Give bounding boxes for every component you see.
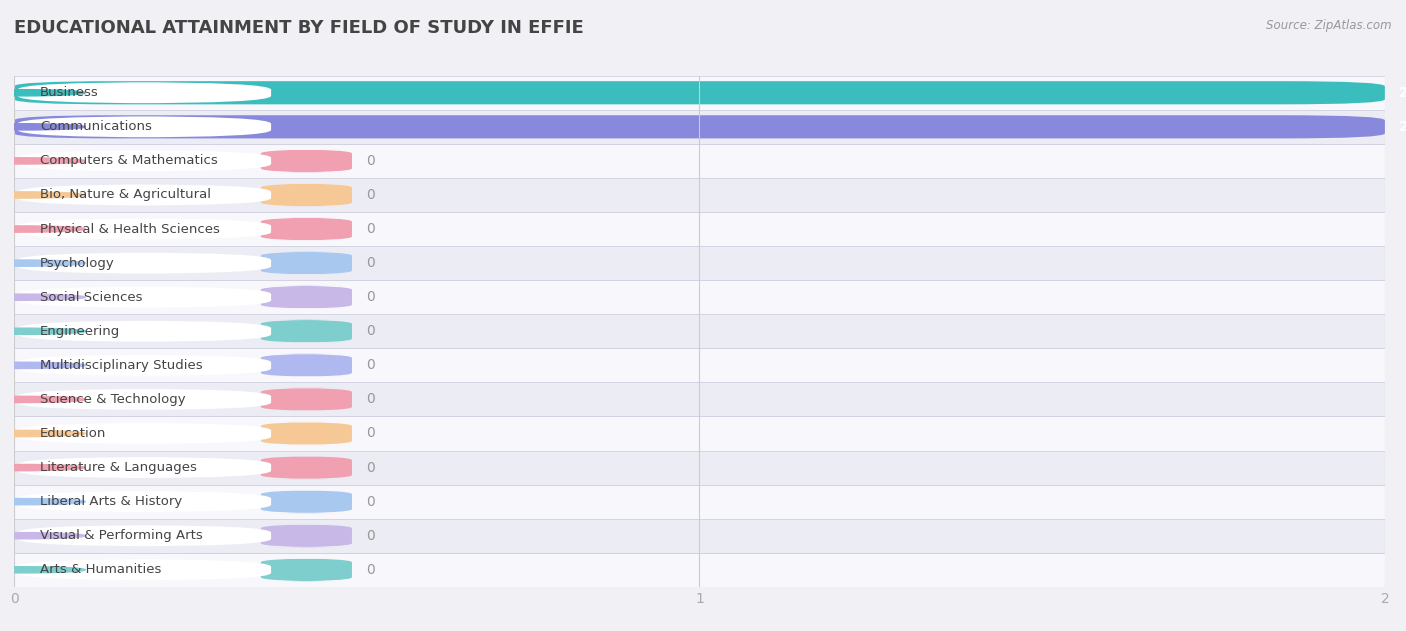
- FancyBboxPatch shape: [262, 218, 352, 240]
- FancyBboxPatch shape: [17, 355, 271, 376]
- FancyBboxPatch shape: [262, 558, 352, 581]
- Circle shape: [0, 124, 86, 130]
- Circle shape: [0, 430, 86, 437]
- FancyBboxPatch shape: [262, 354, 352, 377]
- Text: EDUCATIONAL ATTAINMENT BY FIELD OF STUDY IN EFFIE: EDUCATIONAL ATTAINMENT BY FIELD OF STUDY…: [14, 19, 583, 37]
- Bar: [14, 348, 1385, 382]
- Text: Communications: Communications: [41, 121, 152, 133]
- Text: Business: Business: [41, 86, 98, 99]
- Text: 2: 2: [1399, 86, 1406, 100]
- FancyBboxPatch shape: [17, 389, 271, 410]
- Bar: [14, 212, 1385, 246]
- Text: 0: 0: [366, 154, 374, 168]
- FancyBboxPatch shape: [262, 320, 352, 343]
- Text: 0: 0: [366, 427, 374, 440]
- Bar: [14, 110, 1385, 144]
- FancyBboxPatch shape: [17, 321, 271, 342]
- Text: 0: 0: [366, 461, 374, 475]
- FancyBboxPatch shape: [262, 150, 352, 172]
- FancyBboxPatch shape: [17, 252, 271, 274]
- Text: 0: 0: [366, 188, 374, 202]
- FancyBboxPatch shape: [262, 388, 352, 411]
- FancyBboxPatch shape: [17, 150, 271, 172]
- Text: Physical & Health Sciences: Physical & Health Sciences: [41, 223, 219, 235]
- FancyBboxPatch shape: [17, 82, 271, 103]
- Circle shape: [0, 192, 86, 198]
- Text: Visual & Performing Arts: Visual & Performing Arts: [41, 529, 202, 542]
- Text: 0: 0: [366, 392, 374, 406]
- FancyBboxPatch shape: [262, 456, 352, 479]
- Text: 0: 0: [366, 358, 374, 372]
- FancyBboxPatch shape: [17, 559, 271, 581]
- Circle shape: [0, 464, 86, 471]
- Text: Engineering: Engineering: [41, 325, 121, 338]
- Circle shape: [0, 158, 86, 164]
- FancyBboxPatch shape: [17, 525, 271, 546]
- Bar: [14, 451, 1385, 485]
- Text: Psychology: Psychology: [41, 257, 115, 269]
- Circle shape: [0, 90, 86, 96]
- Text: Literature & Languages: Literature & Languages: [41, 461, 197, 474]
- Text: 0: 0: [366, 324, 374, 338]
- Bar: [14, 178, 1385, 212]
- Circle shape: [0, 362, 86, 369]
- Bar: [14, 76, 1385, 110]
- Text: 0: 0: [366, 290, 374, 304]
- FancyBboxPatch shape: [17, 116, 271, 138]
- Bar: [14, 144, 1385, 178]
- Bar: [14, 382, 1385, 416]
- Circle shape: [0, 294, 86, 300]
- FancyBboxPatch shape: [14, 115, 1385, 138]
- Bar: [14, 280, 1385, 314]
- FancyBboxPatch shape: [14, 81, 1385, 104]
- Text: Liberal Arts & History: Liberal Arts & History: [41, 495, 183, 508]
- FancyBboxPatch shape: [17, 218, 271, 240]
- FancyBboxPatch shape: [17, 491, 271, 512]
- Text: 2: 2: [1399, 120, 1406, 134]
- Bar: [14, 519, 1385, 553]
- Text: 0: 0: [366, 495, 374, 509]
- Text: 0: 0: [366, 256, 374, 270]
- FancyBboxPatch shape: [17, 457, 271, 478]
- Bar: [14, 246, 1385, 280]
- Text: 0: 0: [366, 563, 374, 577]
- Circle shape: [0, 498, 86, 505]
- FancyBboxPatch shape: [262, 490, 352, 513]
- FancyBboxPatch shape: [262, 184, 352, 206]
- Text: Computers & Mathematics: Computers & Mathematics: [41, 155, 218, 167]
- Circle shape: [0, 567, 86, 573]
- Text: Bio, Nature & Agricultural: Bio, Nature & Agricultural: [41, 189, 211, 201]
- FancyBboxPatch shape: [262, 286, 352, 309]
- Circle shape: [0, 226, 86, 232]
- Circle shape: [0, 396, 86, 403]
- Text: Arts & Humanities: Arts & Humanities: [41, 563, 162, 576]
- Bar: [14, 485, 1385, 519]
- Bar: [14, 553, 1385, 587]
- Circle shape: [0, 260, 86, 266]
- Text: 0: 0: [366, 529, 374, 543]
- Text: Source: ZipAtlas.com: Source: ZipAtlas.com: [1267, 19, 1392, 32]
- Circle shape: [0, 328, 86, 334]
- FancyBboxPatch shape: [262, 524, 352, 547]
- FancyBboxPatch shape: [262, 252, 352, 274]
- FancyBboxPatch shape: [17, 286, 271, 308]
- Text: Science & Technology: Science & Technology: [41, 393, 186, 406]
- FancyBboxPatch shape: [17, 423, 271, 444]
- FancyBboxPatch shape: [262, 422, 352, 445]
- Circle shape: [0, 533, 86, 539]
- Text: Multidisciplinary Studies: Multidisciplinary Studies: [41, 359, 202, 372]
- FancyBboxPatch shape: [17, 184, 271, 206]
- Bar: [14, 314, 1385, 348]
- Text: Education: Education: [41, 427, 107, 440]
- Text: 0: 0: [366, 222, 374, 236]
- Bar: [14, 416, 1385, 451]
- Text: Social Sciences: Social Sciences: [41, 291, 142, 304]
